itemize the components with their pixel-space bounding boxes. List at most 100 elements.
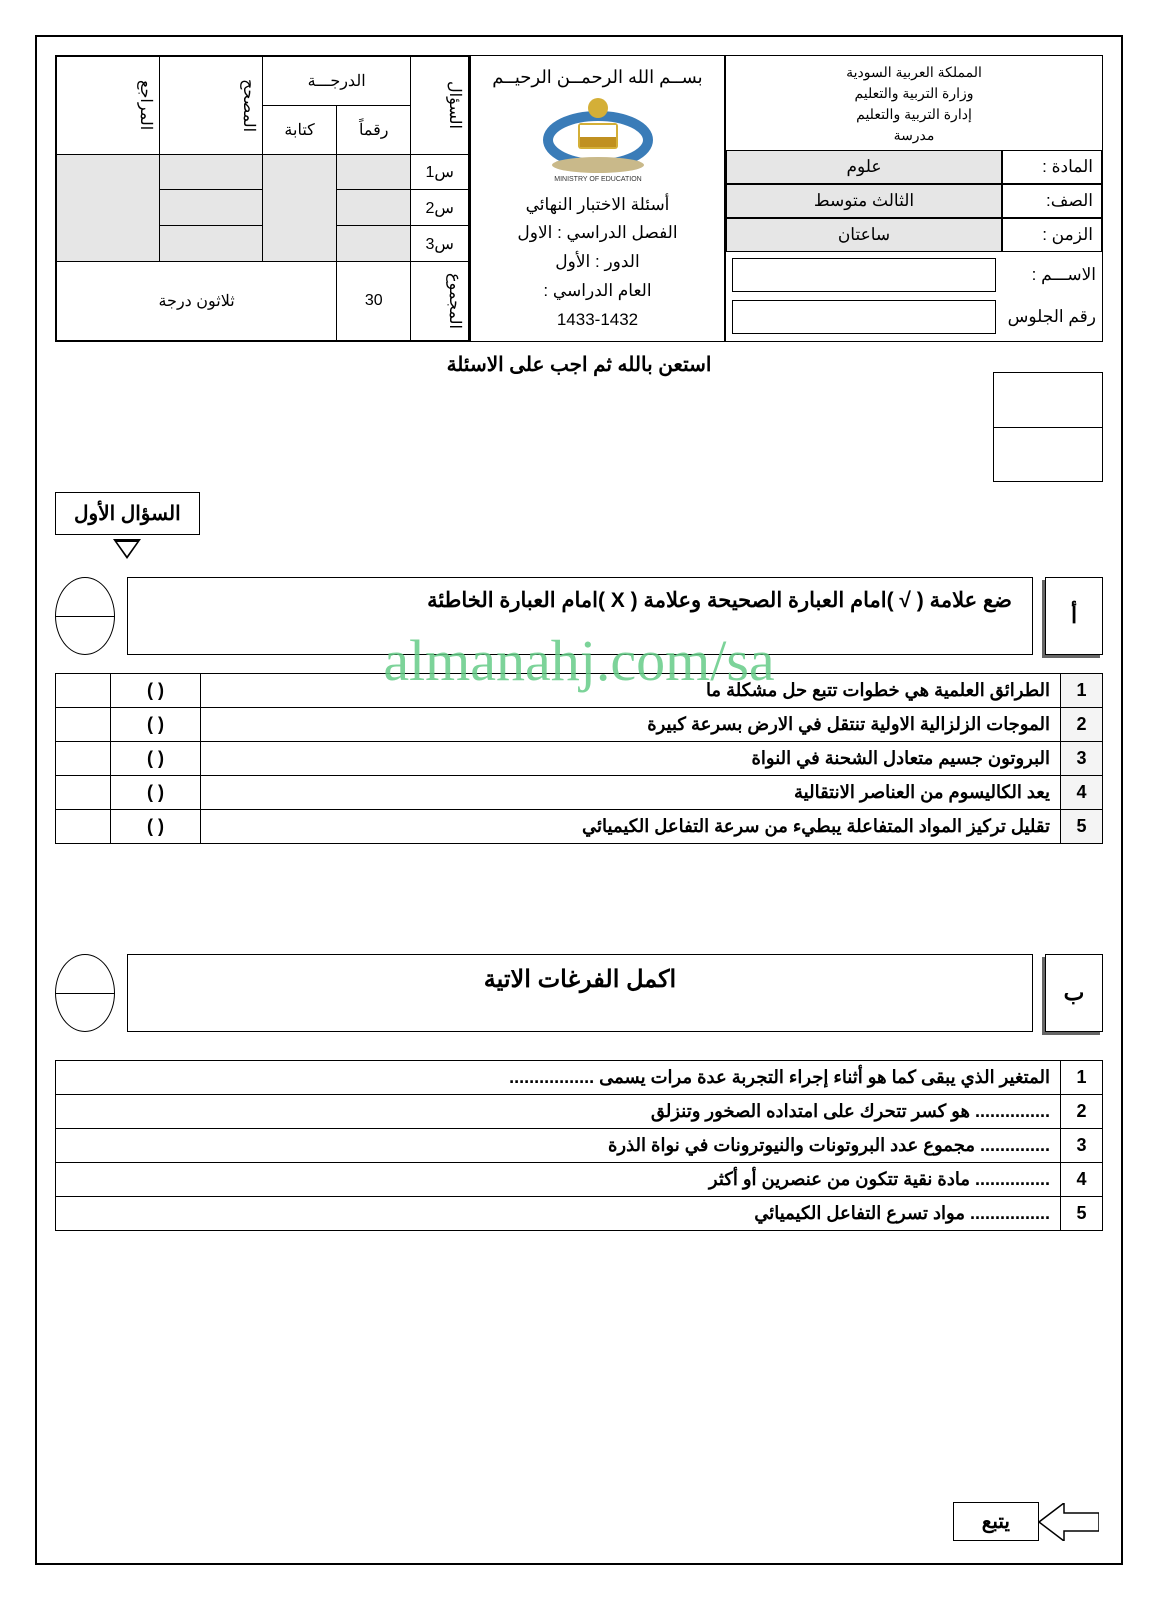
seat-label: رقم الجلوس	[996, 307, 1096, 327]
degree-header: الدرجـــة	[263, 57, 411, 106]
fill-statement: ............... مادة نقية تتكون من عنصري…	[56, 1163, 1061, 1197]
fill-row: 3.............. مجموع عدد البروتونات وال…	[56, 1129, 1103, 1163]
score-oval-a	[55, 577, 115, 655]
tf-extra-cell	[56, 674, 111, 708]
score-mini-grid	[993, 372, 1103, 482]
info-box: المملكة العربية السودية وزارة التربية وا…	[725, 55, 1103, 342]
year-value: 1433-1432	[477, 306, 718, 335]
country: المملكة العربية السودية	[730, 62, 1098, 83]
section-a-header: أ ضع علامة ( √ )امام العبارة الصحيحة وعل…	[55, 577, 1103, 655]
subject-label: المادة :	[1002, 150, 1102, 184]
tf-extra-cell	[56, 810, 111, 844]
dept: إدارة التربية والتعليم	[730, 104, 1098, 125]
tf-statement: الموجات الزلزالية الاولية تنتقل في الارض…	[201, 708, 1061, 742]
tf-number: 2	[1061, 708, 1103, 742]
ministry-logo: MINISTRY OF EDUCATION	[477, 95, 718, 185]
round: الدور : الأول	[477, 248, 718, 277]
tf-extra-cell	[56, 742, 111, 776]
tf-statement: تقليل تركيز المواد المتفاعلة يبطيء من سر…	[201, 810, 1061, 844]
section-b-header: ب اكمل الفرغات الاتية	[55, 954, 1103, 1032]
q2-num-cell[interactable]	[337, 190, 411, 226]
section-a-letter: أ	[1045, 577, 1103, 655]
arrow-down-icon	[113, 539, 141, 559]
tf-statement: البروتون جسيم متعادل الشحنة في النواة	[201, 742, 1061, 776]
q2-corrector-cell[interactable]	[160, 190, 263, 226]
tf-answer-paren[interactable]: ( )	[111, 810, 201, 844]
instruction: استعن بالله ثم اجب على الاسئلة	[55, 352, 1103, 377]
corrector-header: المصحح	[239, 70, 258, 140]
fill-blank-table: 1المتغير الذي يبقى كما هو أثناء إجراء ال…	[55, 1060, 1103, 1231]
fill-number: 2	[1061, 1095, 1103, 1129]
seat-input-box[interactable]	[732, 300, 996, 334]
q1-corrector-cell[interactable]	[160, 154, 263, 190]
section-a-title: ضع علامة ( √ )امام العبارة الصحيحة وعلام…	[127, 577, 1033, 655]
time-row: الزمن : ساعتان	[726, 218, 1102, 252]
center-box: بســم الله الرحمــن الرحيــم MINISTRY OF…	[470, 55, 725, 342]
exam-title: أسئلة الاختبار النهائي	[477, 191, 718, 220]
tf-number: 5	[1061, 810, 1103, 844]
subject-row: المادة : علوم	[726, 150, 1102, 184]
score-oval-b	[55, 954, 115, 1032]
grade-label: الصف:	[1002, 184, 1102, 218]
total-label: المجموع	[445, 266, 464, 336]
written-header: كتابة	[263, 105, 337, 154]
tf-row: 4يعد الكاليسوم من العناصر الانتقالية( )	[56, 776, 1103, 810]
section-b-title: اكمل الفرغات الاتية	[127, 954, 1033, 1032]
fill-row: 2............... هو كسر تتحرك على امتداد…	[56, 1095, 1103, 1129]
fill-number: 1	[1061, 1061, 1103, 1095]
q1-num-cell[interactable]	[337, 154, 411, 190]
semester: الفصل الدراسي : الاول	[477, 219, 718, 248]
name-row: الاســـم :	[726, 258, 1102, 298]
q3-num-cell[interactable]	[337, 226, 411, 262]
tf-answer-paren[interactable]: ( )	[111, 674, 201, 708]
time-value: ساعتان	[726, 218, 1002, 252]
tf-answer-paren[interactable]: ( )	[111, 776, 201, 810]
q3-label: س3	[411, 226, 469, 262]
header: المملكة العربية السودية وزارة التربية وا…	[55, 55, 1103, 342]
question-1-label: السؤال الأول	[55, 492, 200, 535]
fill-number: 5	[1061, 1197, 1103, 1231]
q3-corrector-cell[interactable]	[160, 226, 263, 262]
svg-text:MINISTRY OF EDUCATION: MINISTRY OF EDUCATION	[554, 176, 642, 183]
grade-table: السؤال الدرجـــة المصحح المراجع رقماً كت…	[56, 56, 469, 341]
reviewer-cell[interactable]	[57, 154, 160, 261]
name-input-box[interactable]	[732, 258, 996, 292]
fill-statement: ................ مواد تسرع التفاعل الكيم…	[56, 1197, 1061, 1231]
continue-label: يتبع	[953, 1502, 1039, 1541]
fill-statement: ............... هو كسر تتحرك على امتداده…	[56, 1095, 1061, 1129]
tf-row: 3البروتون جسيم متعادل الشحنة في النواة( …	[56, 742, 1103, 776]
tf-number: 1	[1061, 674, 1103, 708]
grade-row: الصف: الثالث متوسط	[726, 184, 1102, 218]
tf-answer-paren[interactable]: ( )	[111, 742, 201, 776]
seat-row: رقم الجلوس	[726, 300, 1102, 340]
continue-indicator: يتبع	[953, 1502, 1099, 1541]
ministry: وزارة التربية والتعليم	[730, 83, 1098, 104]
fill-number: 3	[1061, 1129, 1103, 1163]
tf-row: 2الموجات الزلزالية الاولية تنتقل في الار…	[56, 708, 1103, 742]
fill-statement: المتغير الذي يبقى كما هو أثناء إجراء الت…	[56, 1061, 1061, 1095]
q2-label: س2	[411, 190, 469, 226]
gov-block: المملكة العربية السودية وزارة التربية وا…	[726, 56, 1102, 150]
question-header: السؤال	[445, 70, 464, 140]
number-header: رقماً	[337, 105, 411, 154]
arrow-left-icon	[1039, 1503, 1099, 1541]
tf-number: 3	[1061, 742, 1103, 776]
year-label: العام الدراسي :	[477, 277, 718, 306]
tf-answer-paren[interactable]: ( )	[111, 708, 201, 742]
tf-statement: يعد الكاليسوم من العناصر الانتقالية	[201, 776, 1061, 810]
fill-row: 1المتغير الذي يبقى كما هو أثناء إجراء ال…	[56, 1061, 1103, 1095]
written-cell[interactable]	[263, 154, 337, 261]
page-frame: المملكة العربية السودية وزارة التربية وا…	[35, 35, 1123, 1565]
q1-label: س1	[411, 154, 469, 190]
grade-table-wrap: السؤال الدرجـــة المصحح المراجع رقماً كت…	[55, 55, 470, 342]
fill-statement: .............. مجموع عدد البروتونات والن…	[56, 1129, 1061, 1163]
fill-row: 5................ مواد تسرع التفاعل الكي…	[56, 1197, 1103, 1231]
bismillah: بســم الله الرحمــن الرحيــم	[477, 62, 718, 93]
fill-number: 4	[1061, 1163, 1103, 1197]
tf-number: 4	[1061, 776, 1103, 810]
total-num: 30	[337, 262, 411, 341]
question-1-label-wrap: السؤال الأول	[55, 492, 200, 559]
subject-value: علوم	[726, 150, 1002, 184]
tf-statement: الطرائق العلمية هي خطوات تتبع حل مشكلة م…	[201, 674, 1061, 708]
tf-row: 5تقليل تركيز المواد المتفاعلة يبطيء من س…	[56, 810, 1103, 844]
